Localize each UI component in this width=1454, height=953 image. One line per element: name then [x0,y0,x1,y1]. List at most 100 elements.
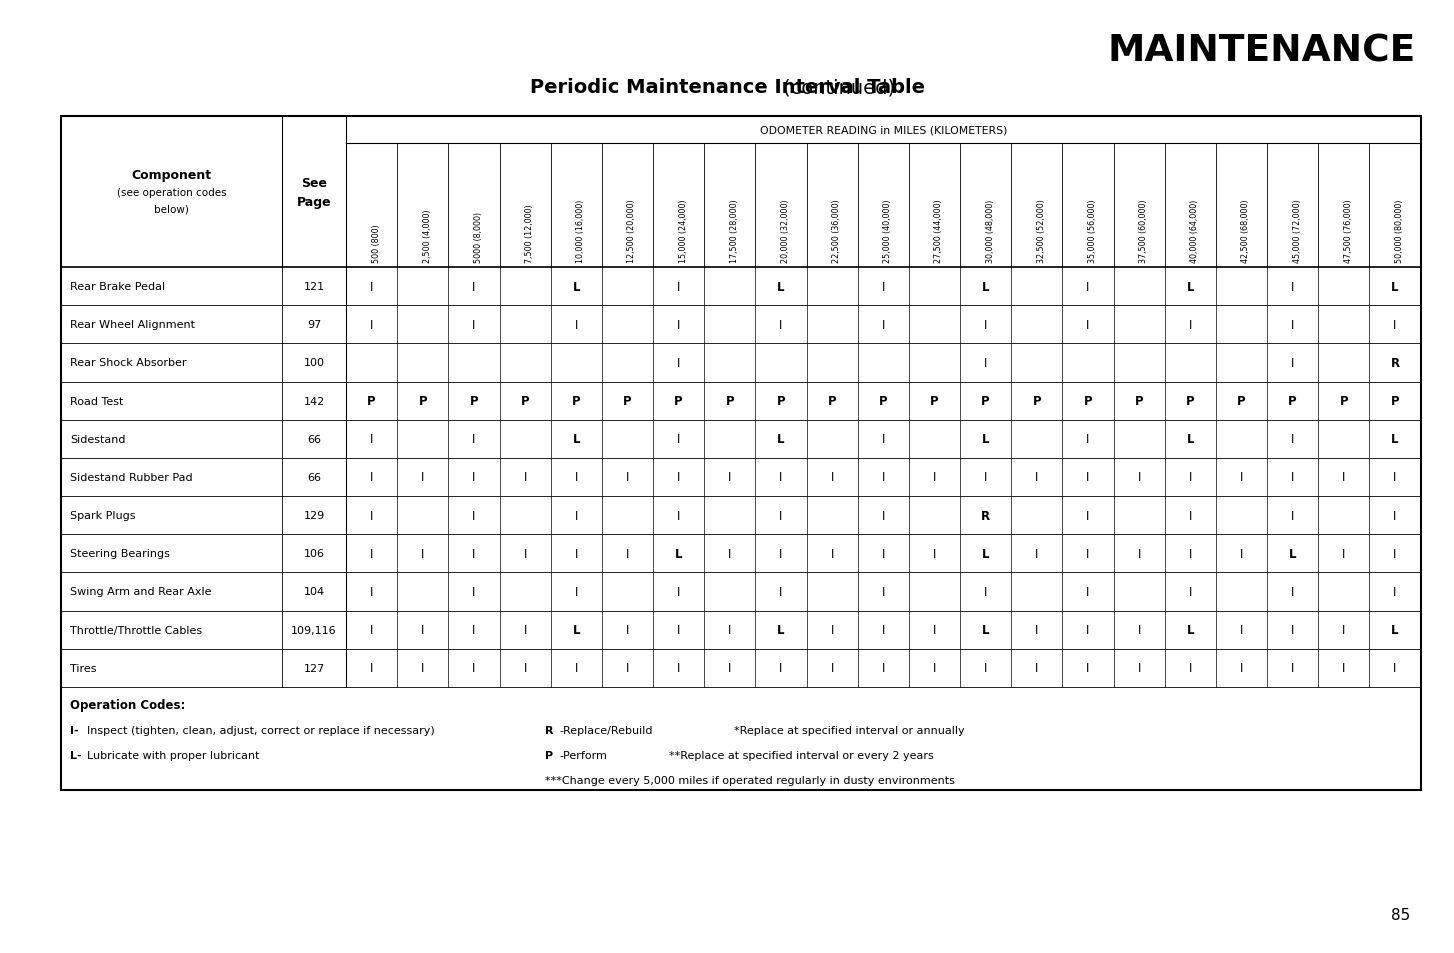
Text: P: P [368,395,377,408]
Text: I: I [678,356,680,370]
Text: 104: 104 [304,587,324,597]
Text: I: I [1393,318,1397,332]
Text: MAINTENANCE: MAINTENANCE [1108,33,1416,70]
Text: 50,000 (80,000): 50,000 (80,000) [1394,199,1405,263]
Text: Operation Codes:: Operation Codes: [70,699,185,712]
Text: I: I [1393,471,1397,484]
Text: P: P [1032,395,1041,408]
Text: 106: 106 [304,549,324,558]
Text: 127: 127 [304,663,324,673]
Text: P: P [545,750,554,760]
Text: Rear Shock Absorber: Rear Shock Absorber [70,358,186,368]
Text: L: L [778,280,785,294]
Text: ‑Replace/Rebuild: ‑Replace/Rebuild [560,725,653,735]
Text: Steering Bearings: Steering Bearings [70,549,170,558]
Text: 500 (800): 500 (800) [372,224,381,263]
Text: I: I [1291,661,1294,675]
Text: I: I [678,280,680,294]
Text: I: I [1240,623,1243,637]
Text: 7,500 (12,000): 7,500 (12,000) [525,204,534,263]
Text: I: I [881,661,885,675]
Text: L: L [573,280,580,294]
Text: I: I [625,661,630,675]
Text: I: I [1086,471,1089,484]
Text: I: I [830,623,833,637]
Text: L: L [1186,433,1194,446]
Text: 37,500 (60,000): 37,500 (60,000) [1138,199,1149,263]
Text: I: I [473,547,475,560]
Text: I: I [933,661,936,675]
Text: I: I [1188,547,1192,560]
Text: I: I [881,509,885,522]
Text: I: I [1086,509,1089,522]
Text: I: I [1086,280,1089,294]
Text: I: I [984,585,987,598]
Text: Inspect (tighten, clean, adjust, correct or replace if necessary): Inspect (tighten, clean, adjust, correct… [87,725,435,735]
Text: I: I [779,547,782,560]
Text: below): below) [154,205,189,214]
Text: I: I [369,585,374,598]
Text: I: I [728,471,731,484]
Text: Swing Arm and Rear Axle: Swing Arm and Rear Axle [70,587,211,597]
Text: 12,500 (20,000): 12,500 (20,000) [628,199,637,263]
Text: P: P [931,395,939,408]
Text: I: I [422,471,425,484]
Text: P: P [571,395,580,408]
Text: I: I [678,318,680,332]
Text: L‑: L‑ [70,750,81,760]
Text: P: P [624,395,632,408]
Text: I: I [473,585,475,598]
Text: I: I [1393,661,1397,675]
Text: I: I [984,471,987,484]
Text: I: I [779,318,782,332]
Text: I: I [678,623,680,637]
Text: I: I [1086,623,1089,637]
Text: P: P [827,395,836,408]
Text: I: I [933,547,936,560]
Text: I: I [881,318,885,332]
Text: I: I [779,509,782,522]
Text: I: I [1188,509,1192,522]
Text: I: I [369,547,374,560]
Text: P: P [880,395,887,408]
Text: L: L [573,433,580,446]
Text: I: I [1240,471,1243,484]
Text: ***Change every 5,000 miles if operated regularly in dusty environments: ***Change every 5,000 miles if operated … [545,775,955,784]
Text: I: I [1188,471,1192,484]
Text: 109,116: 109,116 [291,625,337,635]
Text: I: I [625,623,630,637]
Text: I: I [1086,547,1089,560]
Text: I: I [1393,509,1397,522]
Text: Component: Component [131,169,212,182]
Text: 85: 85 [1391,907,1410,923]
Text: P: P [1390,395,1399,408]
Text: P: P [470,395,478,408]
Text: P: P [1186,395,1195,408]
Text: I: I [473,318,475,332]
Text: I: I [881,280,885,294]
Text: 97: 97 [307,320,321,330]
Text: R: R [981,509,990,522]
Text: 15,000 (24,000): 15,000 (24,000) [679,199,688,263]
Text: 142: 142 [304,396,324,406]
Text: I: I [830,661,833,675]
Text: (continued): (continued) [558,78,896,97]
Text: I: I [678,661,680,675]
Text: I: I [984,356,987,370]
Text: Rear Brake Pedal: Rear Brake Pedal [70,282,164,292]
Text: I: I [1342,661,1345,675]
Text: I: I [369,509,374,522]
Text: I: I [574,318,579,332]
Text: I: I [830,547,833,560]
Text: P: P [675,395,683,408]
Text: I: I [881,585,885,598]
Text: L: L [981,280,989,294]
Text: Sidestand Rubber Pad: Sidestand Rubber Pad [70,473,192,482]
Text: I: I [881,547,885,560]
Text: I: I [779,471,782,484]
Text: I: I [1291,280,1294,294]
Text: I: I [1086,318,1089,332]
Text: 129: 129 [304,511,324,520]
Text: Page: Page [297,195,332,209]
Text: P: P [981,395,990,408]
